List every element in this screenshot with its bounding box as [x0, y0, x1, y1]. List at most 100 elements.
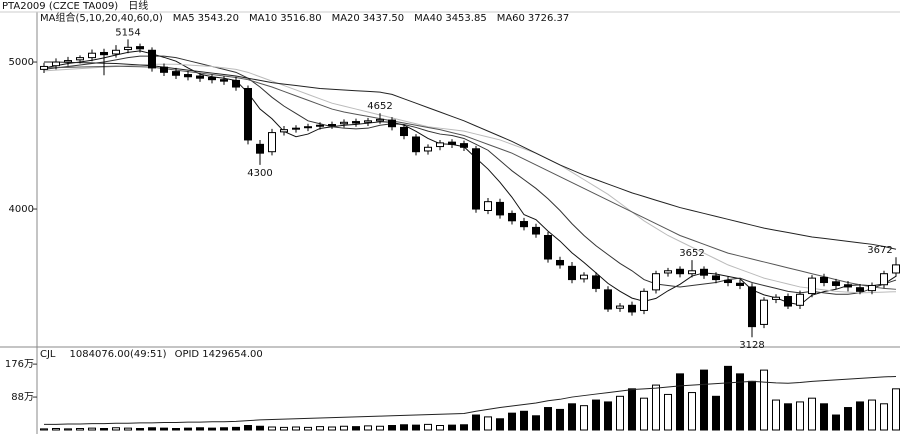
- candle-body: [532, 226, 540, 235]
- indicator-selector: CJL: [40, 349, 56, 360]
- volume-bar: [604, 401, 612, 431]
- volume-bar: [652, 384, 660, 431]
- candle-body: [892, 264, 900, 274]
- volume-bar: [424, 423, 432, 431]
- volume-bar: [64, 428, 72, 431]
- candle-body: [40, 65, 48, 70]
- volume-bar: [292, 426, 300, 431]
- candle-body: [508, 212, 516, 222]
- ma-line: [43, 55, 897, 295]
- ma-line: [43, 65, 897, 290]
- volume-bar: [844, 407, 852, 431]
- candle-body: [196, 75, 204, 79]
- volume-bar: [784, 403, 792, 431]
- candle-body: [376, 118, 384, 122]
- volume-bar: [304, 426, 312, 431]
- volume-bar: [592, 399, 600, 431]
- volume-bar: [868, 399, 876, 431]
- volume-bar: [232, 426, 240, 431]
- candle-body: [484, 201, 492, 212]
- volume-bar: [280, 426, 288, 431]
- volume-bar: [820, 403, 828, 431]
- y-tick-label: 88万: [11, 392, 34, 403]
- volume-bar: [196, 427, 204, 431]
- candle-body: [736, 282, 744, 286]
- candle-body: [820, 276, 828, 284]
- volume-bar: [760, 369, 768, 431]
- volume-bar: [472, 414, 480, 431]
- instrument-title: PTA2009 (CZCE TA009): [2, 1, 118, 12]
- legend-value: 3516.80: [280, 13, 321, 24]
- volume-bar: [496, 418, 504, 431]
- candle-body: [496, 201, 504, 216]
- volume-bar: [340, 425, 348, 431]
- volume-bar: [688, 392, 696, 431]
- volume-bar: [544, 407, 552, 431]
- extreme-label: 3128: [739, 340, 764, 351]
- extreme-label: 4652: [367, 101, 392, 112]
- volume-bar: [268, 426, 276, 431]
- volume-bar: [580, 405, 588, 431]
- volume-bar: [172, 428, 180, 431]
- volume-bar: [112, 427, 120, 431]
- volume-bar: [220, 427, 228, 431]
- volume-bar: [724, 365, 732, 431]
- candle-body: [148, 49, 156, 69]
- candle-body: [388, 119, 396, 128]
- volume-bar: [664, 393, 672, 431]
- candle-body: [76, 57, 84, 61]
- candle-body: [352, 121, 360, 124]
- volume-bar: [460, 424, 468, 431]
- candle-body: [676, 268, 684, 275]
- volume-bar: [412, 424, 420, 431]
- legend-value: 3543.20: [198, 13, 239, 24]
- candle-body: [88, 52, 96, 59]
- candle-body: [268, 132, 276, 153]
- extreme-label: 3652: [679, 248, 704, 259]
- volume-bar: [568, 403, 576, 431]
- volume-bar: [700, 369, 708, 431]
- legend-name: MA10: [249, 13, 277, 24]
- candle-body: [436, 142, 444, 148]
- candle-body: [208, 76, 216, 81]
- candle-body: [592, 275, 600, 289]
- candle-body: [184, 74, 192, 78]
- candle-body: [364, 120, 372, 123]
- volume-bar: [88, 427, 96, 431]
- candle-body: [664, 270, 672, 274]
- volume-bar: [124, 427, 132, 431]
- candle-body: [328, 124, 336, 127]
- candle-body: [100, 51, 108, 56]
- candle-body: [520, 221, 528, 228]
- candle-body: [172, 71, 180, 76]
- volume-bar: [616, 395, 624, 431]
- volume-bar: [400, 424, 408, 431]
- volume-bar: [328, 426, 336, 431]
- candle-body: [232, 79, 240, 88]
- volume-bar: [364, 425, 372, 431]
- candle-body: [424, 146, 432, 152]
- candle-body: [868, 284, 876, 292]
- candle-body: [640, 290, 648, 311]
- volume-bar: [208, 427, 216, 431]
- period-selector: 日线: [128, 0, 148, 12]
- volume-bar: [808, 397, 816, 431]
- candle-body: [220, 79, 228, 82]
- volume-bar: [184, 427, 192, 431]
- candle-body: [796, 293, 804, 306]
- candle-body: [688, 270, 696, 275]
- volume-bar: [376, 425, 384, 431]
- volume-bar: [772, 399, 780, 431]
- candle-body: [616, 305, 624, 309]
- candle-body: [124, 46, 132, 51]
- legend-name: MA40: [414, 13, 442, 24]
- volume-bar: [256, 425, 264, 431]
- volume-bar: [892, 388, 900, 431]
- volume-bar: [316, 426, 324, 431]
- candle-body: [772, 296, 780, 300]
- volume-bar: [352, 426, 360, 431]
- volume-bar: [244, 425, 252, 431]
- candle-body: [544, 234, 552, 260]
- candle-body: [712, 275, 720, 281]
